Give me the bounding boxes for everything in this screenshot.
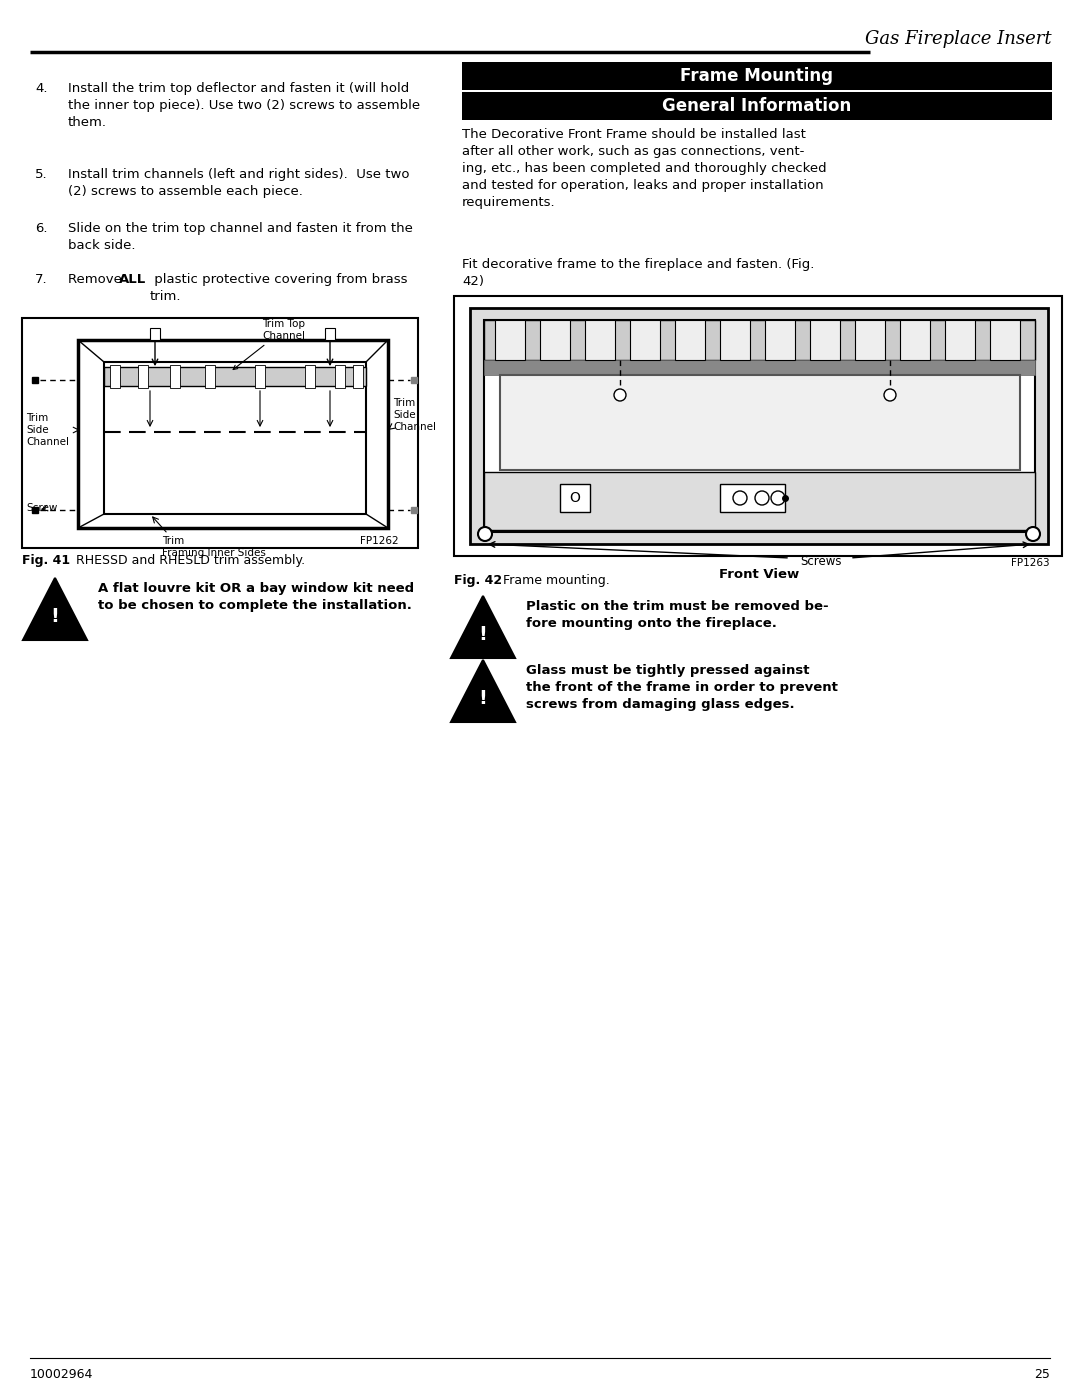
Bar [500,374,1020,469]
Text: Fit decorative frame to the fireplace and fasten. (Fig.
42): Fit decorative frame to the fireplace an… [462,258,814,288]
Bar [561,483,590,511]
Text: Screws: Screws [800,555,841,569]
Text: O: O [569,490,580,504]
Bar [720,483,785,511]
Text: Screw: Screw [26,503,57,513]
Bar [353,365,363,388]
Circle shape [615,388,626,401]
Circle shape [771,490,785,504]
Polygon shape [451,659,515,722]
Text: FP1262: FP1262 [360,536,399,546]
Text: !: ! [478,689,487,708]
Bar [810,320,840,360]
Text: Front View: Front View [719,569,799,581]
Bar [138,365,148,388]
Text: Trim Top
Channel: Trim Top Channel [233,319,305,370]
Bar [325,328,335,339]
Circle shape [885,388,896,401]
Text: The Decorative Front Frame should be installed last
after all other work, such a: The Decorative Front Frame should be ins… [462,129,826,210]
Bar [205,365,215,388]
Text: Fig. 41: Fig. 41 [22,555,70,567]
Bar [255,365,265,388]
Bar [765,320,795,360]
Bar [78,339,388,528]
Text: 5.: 5. [35,168,48,182]
Bar [945,320,975,360]
Circle shape [733,490,747,504]
Text: Glass must be tightly pressed against
the front of the frame in order to prevent: Glass must be tightly pressed against th… [526,664,838,711]
Text: Gas Fireplace Insert: Gas Fireplace Insert [865,29,1052,47]
Text: 7.: 7. [35,272,48,286]
Text: FP1263: FP1263 [1011,557,1050,569]
Bar [110,365,120,388]
Bar [675,320,705,360]
Bar [900,320,930,360]
Bar [462,61,1052,89]
Bar [104,362,366,514]
Bar [484,360,1035,374]
Polygon shape [23,578,87,640]
Text: !: ! [478,624,487,644]
Text: 10002964: 10002964 [30,1368,93,1382]
Bar [540,320,570,360]
Bar [720,320,750,360]
Text: Fig. 42: Fig. 42 [454,574,502,587]
Text: 25: 25 [1035,1368,1050,1382]
Bar [585,320,615,360]
Text: 6.: 6. [35,222,48,235]
Bar [990,320,1020,360]
Text: !: ! [51,606,59,626]
Text: ALL: ALL [119,272,146,286]
Circle shape [1026,527,1040,541]
Text: Remove: Remove [68,272,126,286]
Bar [630,320,660,360]
Text: Frame mounting.: Frame mounting. [499,574,610,587]
Bar [335,365,345,388]
Bar [104,367,366,386]
Bar [454,296,1062,556]
Text: Install the trim top deflector and fasten it (will hold
the inner top piece). Us: Install the trim top deflector and faste… [68,82,420,129]
Text: Install trim channels (left and right sides).  Use two
(2) screws to assemble ea: Install trim channels (left and right si… [68,168,409,198]
Bar [22,319,418,548]
Bar [150,328,160,339]
Bar [470,307,1048,543]
Text: Trim
Side
Channel: Trim Side Channel [26,414,69,447]
Text: plastic protective covering from brass
trim.: plastic protective covering from brass t… [150,272,407,303]
Bar [462,92,1052,120]
Text: Slide on the trim top channel and fasten it from the
back side.: Slide on the trim top channel and fasten… [68,222,413,251]
Text: Frame Mounting: Frame Mounting [680,67,834,85]
Text: Trim
Side
Channel: Trim Side Channel [393,398,436,432]
Polygon shape [451,597,515,658]
Bar [484,472,1035,529]
Bar [495,320,525,360]
Bar [305,365,315,388]
Bar [484,320,1035,532]
Bar [484,320,1035,360]
Circle shape [478,527,492,541]
Bar [170,365,180,388]
Text: Plastic on the trim must be removed be-
fore mounting onto the fireplace.: Plastic on the trim must be removed be- … [526,599,828,630]
Bar [855,320,885,360]
Circle shape [755,490,769,504]
Text: RHESSD and RHESLD trim assembly.: RHESSD and RHESLD trim assembly. [72,555,306,567]
Text: General Information: General Information [662,96,852,115]
Text: Trim
Framing Inner Sides: Trim Framing Inner Sides [162,536,266,557]
Text: A flat louvre kit OR a bay window kit need
to be chosen to complete the installa: A flat louvre kit OR a bay window kit ne… [98,583,414,612]
Text: 4.: 4. [35,82,48,95]
